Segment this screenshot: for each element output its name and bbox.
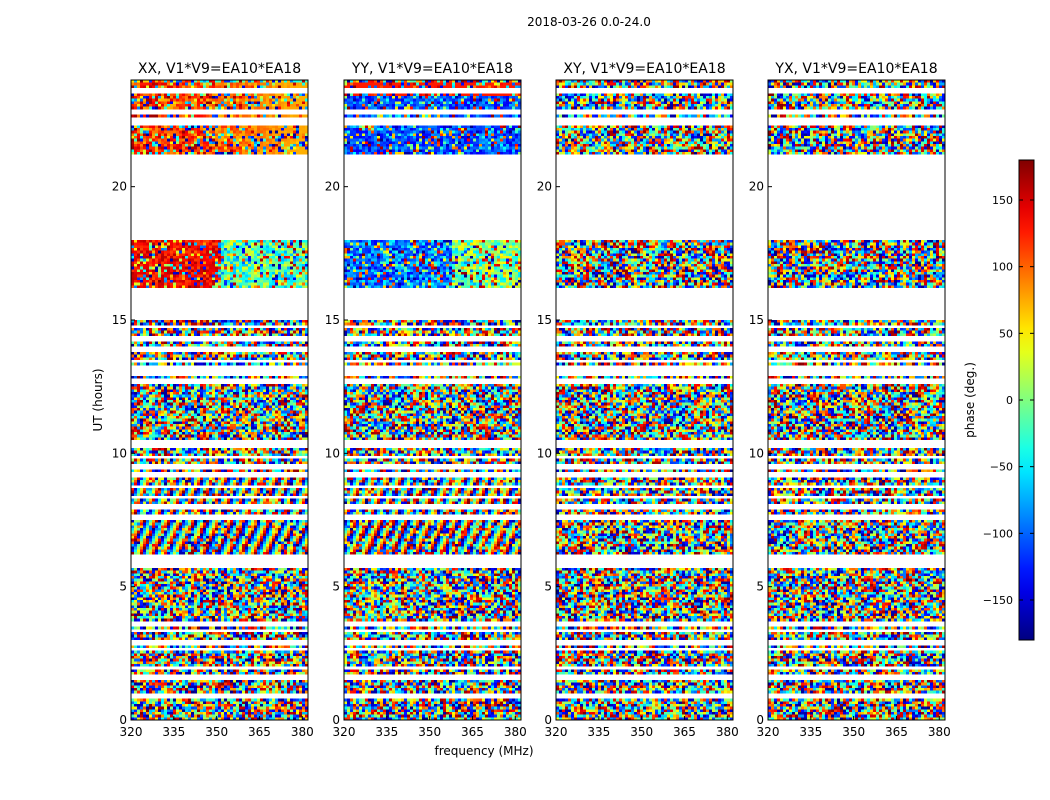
- y-tick-label: 5: [544, 580, 552, 594]
- y-tick-label: 15: [325, 313, 340, 327]
- y-tick-label: 0: [544, 713, 552, 727]
- y-tick-label: 20: [537, 180, 552, 194]
- x-tick-label: 365: [461, 725, 484, 739]
- x-tick-label: 335: [587, 725, 610, 739]
- x-tick-label: 350: [418, 725, 441, 739]
- colorbar-tick-label: 150: [992, 194, 1013, 207]
- y-tick-label: 5: [756, 580, 764, 594]
- x-tick-label: 335: [162, 725, 185, 739]
- y-tick-label: 15: [749, 313, 764, 327]
- y-tick-label: 20: [325, 180, 340, 194]
- y-tick-label: 15: [537, 313, 552, 327]
- x-tick-label: 320: [120, 725, 143, 739]
- y-tick-label: 0: [332, 713, 340, 727]
- colorbar-label: phase (deg.): [963, 362, 977, 438]
- panel-1: YY, V1*V9=EA10*EA18 320 335 350 365 380 0 5 10 15…: [325, 61, 527, 739]
- axes-frame: [343, 79, 522, 721]
- y-tick-label: 10: [325, 446, 340, 460]
- colorbar-tick-label: 50: [999, 327, 1013, 340]
- colorbar-tick-label: 0: [1006, 394, 1013, 407]
- x-tick-label: 320: [333, 725, 356, 739]
- x-tick-label: 350: [630, 725, 653, 739]
- colorbar-tick-label: −100: [983, 527, 1013, 540]
- heatmap-image: [556, 80, 733, 720]
- colorbar: 150 100 50 0 −50 −100 −150 phase (deg.): [963, 159, 1035, 641]
- x-tick-label: 350: [842, 725, 865, 739]
- panel-2: XY, V1*V9=EA10*EA18 320 335 350 365 380 0 5 10 15…: [537, 61, 739, 739]
- x-tick-label: 365: [673, 725, 696, 739]
- x-tick-label: 380: [928, 725, 951, 739]
- panel-title: XY, V1*V9=EA10*EA18: [563, 61, 725, 77]
- y-tick-label: 10: [537, 446, 552, 460]
- heatmap-image: [768, 80, 945, 720]
- panel-3: YX, V1*V9=EA10*EA18 320 335 350 365 380 0 5 10 15…: [749, 61, 951, 739]
- y-tick-label: 20: [749, 180, 764, 194]
- heatmap-image: [344, 80, 521, 720]
- panel-title: YX, V1*V9=EA10*EA18: [774, 61, 937, 77]
- x-tick-label: 380: [716, 725, 739, 739]
- axes-frame: [130, 79, 309, 721]
- x-tick-label: 320: [757, 725, 780, 739]
- axes-frame: [767, 79, 946, 721]
- x-tick-label: 365: [885, 725, 908, 739]
- panel-title: XX, V1*V9=EA10*EA18: [138, 61, 301, 77]
- colorbar-tick-label: 100: [992, 261, 1013, 274]
- x-tick-label: 350: [205, 725, 228, 739]
- x-tick-label: 335: [375, 725, 398, 739]
- x-tick-label: 380: [504, 725, 527, 739]
- y-tick-label: 0: [119, 713, 127, 727]
- heatmap-image: [131, 80, 308, 720]
- x-axis-label: frequency (MHz): [434, 744, 533, 758]
- x-tick-label: 365: [248, 725, 271, 739]
- y-tick-label: 10: [112, 446, 127, 460]
- x-tick-label: 320: [545, 725, 568, 739]
- panel-title: YY, V1*V9=EA10*EA18: [351, 61, 513, 77]
- figure-suptitle: 2018-03-26 0.0-24.0: [527, 15, 651, 29]
- colorbar-tick-label: −150: [983, 594, 1013, 607]
- y-tick-label: 5: [119, 580, 127, 594]
- y-axis-label: UT (hours): [91, 368, 105, 431]
- colorbar-tick-label: −50: [990, 461, 1013, 474]
- panel-0: XX, V1*V9=EA10*EA18 320 335 350 365 380 0 5 10 15…: [112, 61, 314, 739]
- axes-frame: [555, 79, 734, 721]
- y-tick-label: 20: [112, 180, 127, 194]
- y-tick-label: 5: [332, 580, 340, 594]
- y-tick-label: 0: [756, 713, 764, 727]
- x-tick-label: 335: [799, 725, 822, 739]
- y-tick-label: 10: [749, 446, 764, 460]
- x-tick-label: 380: [291, 725, 314, 739]
- y-tick-label: 15: [112, 313, 127, 327]
